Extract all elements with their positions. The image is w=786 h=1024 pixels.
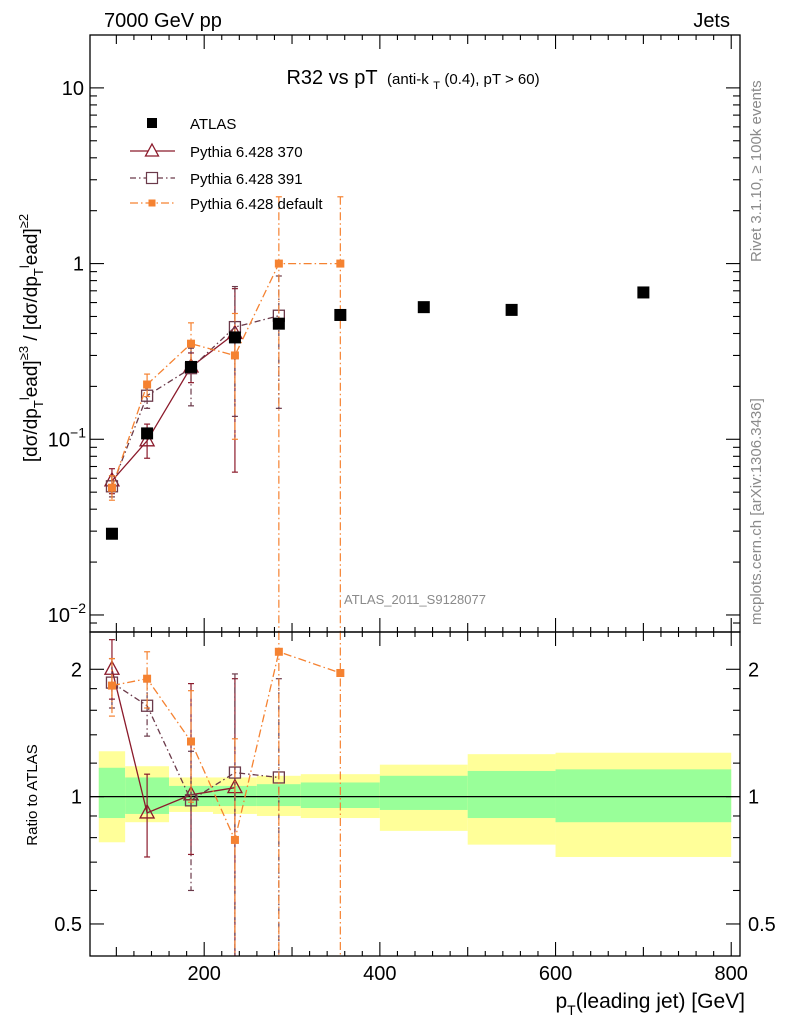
main-point-atlas (334, 308, 347, 321)
header-energy-label: 7000 GeV pp (104, 10, 222, 32)
plot-title-sub-pre: (anti-k (387, 71, 429, 88)
ratio-band-inner (256, 784, 301, 807)
ratio-line-p391 (111, 682, 279, 802)
legend-label-atlas: ATLAS (190, 116, 236, 133)
main-point-pdefault (230, 351, 239, 360)
legend-marker-atlas (147, 118, 157, 128)
ratio-point-p370 (139, 803, 156, 819)
main-ytick-label-10: 10 (62, 78, 84, 100)
ratio-point-p391 (228, 766, 242, 779)
ratio-point-pdefault (274, 647, 283, 656)
main-point-pdefault (187, 339, 196, 348)
main-point-atlas (185, 360, 198, 373)
x-tick-label: 800 (715, 963, 748, 985)
main-point-atlas (272, 317, 285, 330)
x-axis-label-sub: T (567, 1002, 576, 1018)
analysis-id-watermark: ATLAS_2011_S9128077 (344, 592, 486, 607)
ratio-band-inner (555, 769, 732, 823)
ratio-ytick-label-left: 0.5 (54, 914, 82, 936)
legend-marker-p391 (145, 171, 159, 185)
main-point-atlas (141, 427, 154, 440)
rivet-version-label: Rivet 3.1.10, ≥ 100k events (748, 80, 765, 262)
main-point-atlas (637, 286, 650, 299)
ratio-band-inner (467, 770, 556, 819)
main-line-p391 (111, 315, 280, 487)
main-point-pdefault (336, 259, 345, 268)
ratio-ytick-label-right: 1 (748, 787, 759, 809)
main-line-p370 (111, 332, 236, 482)
x-tick-label: 200 (188, 963, 221, 985)
ratio-band-inner (379, 775, 468, 810)
ratio-point-pdefault (230, 835, 239, 844)
plot-title-sub-post: (0.4), pT > 60) (444, 71, 539, 88)
main-point-atlas (505, 303, 518, 316)
main-point-pdefault (143, 380, 152, 389)
ratio-point-pdefault (187, 737, 196, 746)
main-point-atlas (228, 331, 241, 344)
ratio-panel: 0.5 0.5 1 1 2 2 200 400 600 800 Ratio to ATLAS pT… (24, 631, 776, 1018)
main-ytick-label-0.01: 10−2 (48, 600, 86, 627)
ratio-ytick-label-left: 2 (71, 659, 82, 681)
ratio-ytick-label-right: 0.5 (748, 914, 776, 936)
main-point-atlas (105, 527, 118, 540)
legend-marker-pdefault (148, 199, 156, 207)
ratio-line-pdefault (111, 650, 341, 842)
ratio-band-inner (98, 767, 126, 819)
ratio-ytick-label-left: 1 (71, 787, 82, 809)
main-ytick-label-1: 1 (73, 254, 84, 276)
ratio-ytick-label-right: 2 (748, 659, 759, 681)
ratio-point-pdefault (143, 674, 152, 683)
x-axis-label-pre: p (555, 990, 567, 1013)
plot-title-main: R32 vs pT (286, 67, 377, 89)
plot-title-sub-sub: T (433, 80, 440, 92)
main-line-pdefault (111, 262, 341, 488)
plot-title: R32 vs pT (anti-k T (0.4), pT > 60) (286, 67, 539, 93)
legend-marker-p370 (144, 142, 160, 157)
x-tick-label: 400 (363, 963, 396, 985)
main-point-pdefault (107, 483, 116, 492)
ratio-point-pdefault (336, 668, 345, 677)
header-jets-label: Jets (693, 10, 730, 32)
main-ytick-label-0.1: 10−1 (48, 424, 86, 451)
main-point-pdefault (274, 259, 283, 268)
legend: ATLAS Pythia 6.428 370 Pythia 6.428 391 … (130, 116, 323, 213)
mcplots-label: mcplots.cern.ch [arXiv:1306.3436] (748, 398, 765, 625)
ratio-y-axis-label: Ratio to ATLAS (24, 744, 41, 845)
main-panel: 10 1 10−1 10−2 R32 vs pT (anti-k T (0.4), p… (16, 34, 741, 633)
main-point-atlas (417, 301, 430, 314)
svg-text:[dσ/dpTlead]≥3 / [dσ/dpTlead]≥: [dσ/dpTlead]≥3 / [dσ/dpTlead]≥2 (16, 214, 46, 462)
legend-label-pdefault: Pythia 6.428 default (190, 196, 323, 213)
legend-label-p391: Pythia 6.428 391 (190, 171, 303, 188)
x-axis-label: pT(leading jet) [GeV] (555, 990, 745, 1018)
main-plot-frame (89, 34, 741, 633)
ratio-point-pdefault (107, 681, 116, 690)
x-axis-label-post: (leading jet) [GeV] (576, 990, 745, 1013)
main-y-axis-label: [dσ/dpTlead]≥3 / [dσ/dpTlead]≥2 (16, 214, 46, 462)
x-tick-label: 600 (539, 963, 572, 985)
legend-label-p370: Pythia 6.428 370 (190, 144, 303, 161)
